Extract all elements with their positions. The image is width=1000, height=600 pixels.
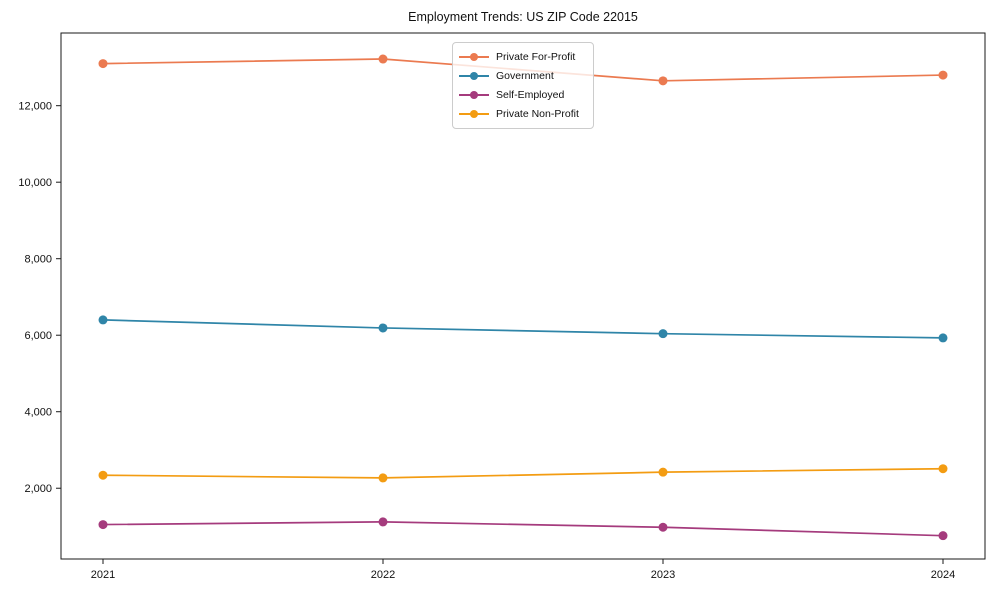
x-tick-label: 2023	[651, 569, 675, 581]
legend-item: Private For-Profit	[459, 48, 587, 67]
x-tick-label: 2022	[371, 569, 395, 581]
legend-item: Government	[459, 67, 587, 86]
data-point-marker	[378, 517, 388, 527]
data-point-marker	[938, 464, 948, 474]
legend-label: Private Non-Profit	[496, 107, 579, 120]
y-tick-label: 4,000	[24, 407, 52, 419]
y-tick-label: 8,000	[24, 254, 52, 266]
legend-marker-icon	[459, 71, 489, 81]
plot-frame	[60, 32, 986, 560]
data-point-marker	[658, 76, 668, 86]
data-point-marker	[658, 467, 668, 477]
data-point-marker	[98, 470, 108, 480]
data-point-marker	[378, 323, 388, 333]
x-tick-label: 2024	[931, 569, 955, 581]
y-tick-label: 2,000	[24, 483, 52, 495]
x-tick-label: 2021	[91, 569, 115, 581]
data-point-marker	[98, 59, 108, 69]
legend: Private For-Profit Government Self-Employe…	[452, 42, 594, 129]
y-tick-label: 10,000	[18, 177, 52, 189]
y-tick-label: 6,000	[24, 330, 52, 342]
legend-label: Government	[496, 70, 554, 83]
y-tick-label: 12,000	[18, 100, 52, 112]
legend-marker-icon	[459, 90, 489, 100]
data-point-marker	[658, 329, 668, 339]
legend-item: Private Non-Profit	[459, 104, 587, 123]
series-line	[102, 467, 944, 479]
legend-marker-icon	[459, 109, 489, 119]
data-point-marker	[98, 520, 108, 530]
series-line	[102, 521, 944, 537]
data-point-marker	[378, 54, 388, 64]
data-point-marker	[378, 473, 388, 483]
data-point-marker	[658, 522, 668, 532]
chart-title: Employment Trends: US ZIP Code 22015	[408, 10, 638, 24]
legend-item: Self-Employed	[459, 86, 587, 105]
data-point-marker	[938, 531, 948, 541]
legend-label: Self-Employed	[496, 88, 565, 101]
data-point-marker	[938, 333, 948, 343]
series-line	[102, 319, 944, 339]
legend-label: Private For-Profit	[496, 51, 576, 64]
legend-marker-icon	[459, 52, 489, 62]
data-point-marker	[98, 315, 108, 325]
data-point-marker	[938, 70, 948, 80]
